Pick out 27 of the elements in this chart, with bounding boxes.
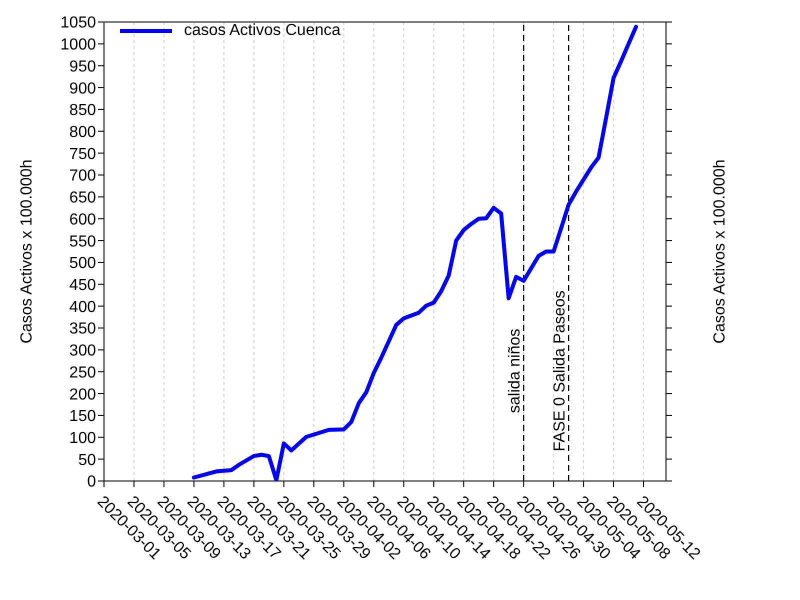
- y-tick-label: 1050: [60, 14, 96, 32]
- y-tick-label: 450: [69, 276, 96, 294]
- y-tick-label: 850: [69, 102, 96, 120]
- y-tick-label: 200: [69, 386, 96, 404]
- y-tick-label: 1000: [60, 36, 96, 54]
- y-tick-label: 250: [69, 364, 96, 382]
- y-tick-label: 500: [69, 255, 96, 272]
- y-tick-label: 900: [69, 80, 96, 98]
- y-tick-label: 550: [69, 233, 96, 250]
- ref-line-label: FASE 0 Salida Paseos: [552, 290, 569, 452]
- y-tick-label: 150: [69, 408, 96, 426]
- legend-label: casos Activos Cuenca: [184, 22, 341, 40]
- y-tick-label: 0: [87, 474, 96, 491]
- y2-axis-title: Casos Activos x 100.000h: [712, 159, 729, 344]
- y-tick-label: 750: [69, 146, 96, 163]
- y-tick-label: 600: [69, 211, 96, 228]
- y-tick-label: 350: [69, 320, 96, 338]
- y-tick-label: 650: [69, 190, 96, 207]
- y-tick-label: 800: [69, 124, 96, 141]
- y-tick-label: 50: [78, 452, 96, 469]
- y-tick-label: 100: [69, 430, 96, 447]
- y-tick-label: 700: [69, 168, 96, 185]
- ref-line-label: salida niños: [506, 328, 524, 414]
- y-tick-label: 400: [69, 298, 96, 316]
- y-tick-label: 300: [69, 342, 96, 360]
- y-axis-title: Casos Activos x 100.000h: [18, 159, 36, 344]
- y-tick-label: 950: [69, 58, 96, 76]
